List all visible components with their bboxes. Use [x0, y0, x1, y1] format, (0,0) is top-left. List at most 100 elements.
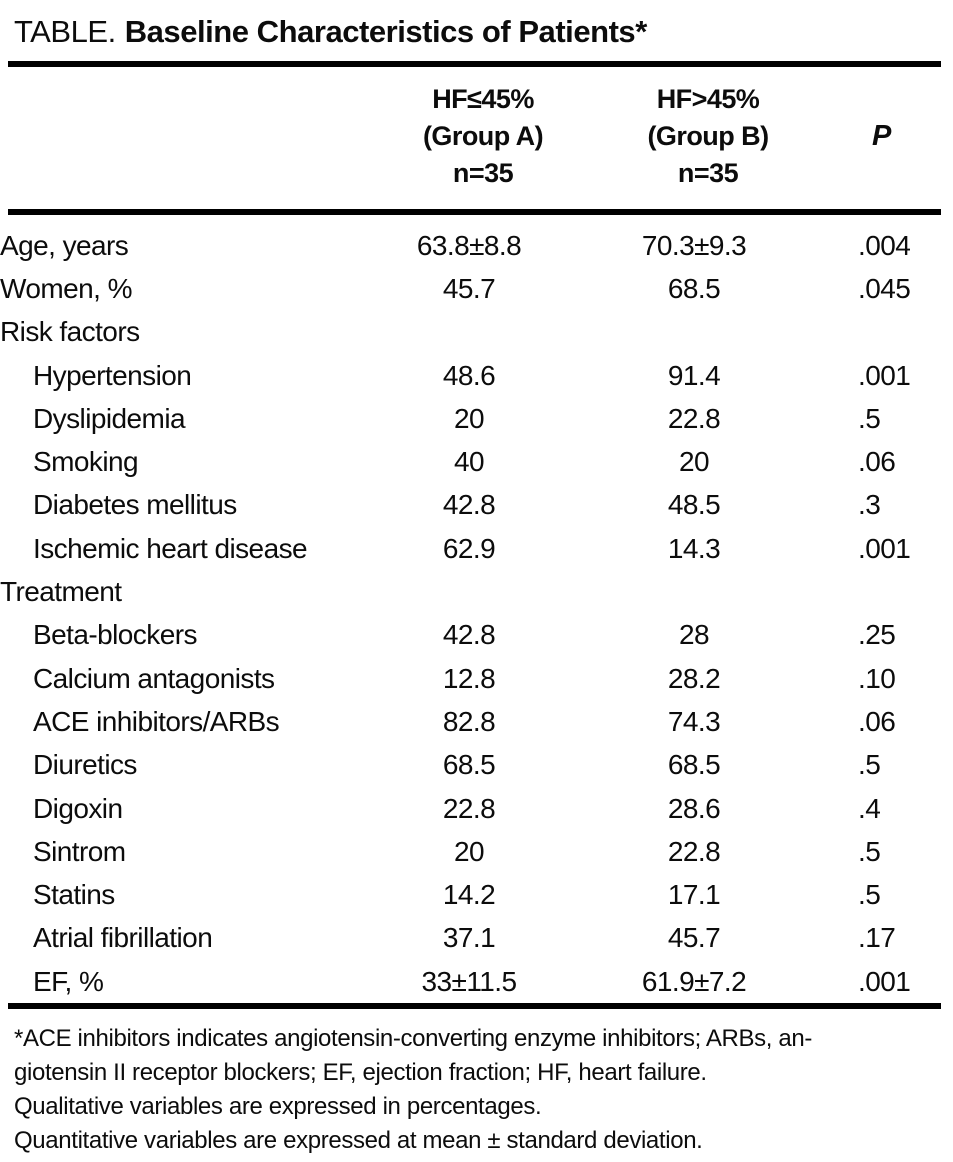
rule-bottom [8, 1003, 941, 1010]
cell-group-b: 22.8 [667, 402, 721, 434]
row-label: ACE inhibitors/ARBs [33, 705, 280, 737]
table-header: HF≤45% (Group A) n=35 HF>45% (Group B) n… [0, 81, 953, 192]
cell-p-value: .004 [858, 229, 911, 261]
row-label: Atrial fibrillation [33, 922, 213, 954]
cell-group-b: 14.3 [667, 532, 721, 564]
group-a-n: n=35 [452, 158, 514, 188]
table-row: Calcium antagonists 12.8 28.2 .10 [0, 657, 953, 700]
row-label: Digoxin [33, 792, 123, 824]
footnote-line: Qualitative variables are expressed in p… [14, 1093, 542, 1121]
cell-group-a: 20 [453, 835, 485, 867]
cell-p-value: .045 [858, 272, 911, 304]
cell-group-b: 74.3 [667, 705, 721, 737]
cell-group-a: 37.1 [442, 922, 496, 954]
table-row: Dyslipidemia 20 22.8 .5 [0, 397, 953, 440]
cell-group-a: 22.8 [442, 792, 496, 824]
table-row: Smoking 40 20 .06 [0, 440, 953, 483]
cell-group-b: 68.5 [667, 272, 721, 304]
cell-p-value: .001 [858, 359, 911, 391]
row-label: Treatment [0, 576, 122, 608]
group-a-title: HF≤45% [432, 84, 534, 114]
cell-p-value: .06 [858, 705, 896, 737]
cell-group-b: 91.4 [667, 359, 721, 391]
row-label: Diuretics [33, 749, 137, 781]
table-row: Atrial fibrillation 37.1 45.7 .17 [0, 917, 953, 960]
table-row: Hypertension 48.6 91.4 .001 [0, 354, 953, 397]
cell-group-a: 33±11.5 [421, 965, 517, 997]
rule-top [8, 61, 941, 67]
group-b-n: n=35 [677, 158, 739, 188]
cell-group-a: 68.5 [442, 749, 496, 781]
footnote-line: *ACE inhibitors indicates angiotensin-co… [14, 1025, 813, 1053]
row-label: Age, years [0, 229, 129, 261]
header-p-value: P [872, 120, 891, 152]
cell-p-value: .001 [858, 965, 911, 997]
cell-p-value: .5 [858, 749, 881, 781]
row-label: EF, % [33, 965, 104, 997]
table-row: ACE inhibitors/ARBs 82.8 74.3 .06 [0, 700, 953, 743]
group-a-name: (Group A) [422, 121, 544, 151]
cell-group-a: 12.8 [442, 662, 496, 694]
cell-p-value: .5 [858, 879, 881, 911]
cell-group-b: 70.3±9.3 [641, 229, 747, 261]
row-label: Ischemic heart disease [33, 532, 308, 564]
cell-p-value: .06 [858, 446, 896, 478]
footnote-line: Quantitative variables are expressed at … [14, 1127, 703, 1155]
title-main: Baseline Characteristics of Patients* [124, 14, 648, 49]
table-row: Digoxin 22.8 28.6 .4 [0, 787, 953, 830]
cell-p-value: .5 [858, 835, 881, 867]
row-label: Hypertension [33, 359, 192, 391]
cell-group-a: 14.2 [442, 879, 496, 911]
row-label: Diabetes mellitus [33, 489, 237, 521]
row-label: Smoking [33, 446, 139, 478]
cell-group-a: 20 [453, 402, 485, 434]
cell-p-value: .4 [858, 792, 881, 824]
group-b-title: HF>45% [656, 84, 760, 114]
cell-group-a: 62.9 [442, 532, 496, 564]
footnotes: *ACE inhibitors indicates angiotensin-co… [0, 1022, 953, 1158]
table-title: TABLE. Baseline Characteristics of Patien… [0, 0, 953, 52]
cell-group-b: 48.5 [667, 489, 721, 521]
rule-header-divider [8, 209, 941, 215]
row-label: Statins [33, 879, 115, 911]
cell-p-value: .17 [858, 922, 896, 954]
cell-group-b: 20 [678, 446, 710, 478]
row-label: Calcium antagonists [33, 662, 275, 694]
cell-group-b: 45.7 [667, 922, 721, 954]
section-row: Risk factors [0, 311, 953, 354]
table-row: Diabetes mellitus 42.8 48.5 .3 [0, 484, 953, 527]
cell-group-a: 48.6 [442, 359, 496, 391]
table-row: Women, % 45.7 68.5 .045 [0, 267, 953, 310]
table-row: Ischemic heart disease 62.9 14.3 .001 [0, 527, 953, 570]
row-label: Dyslipidemia [33, 402, 186, 434]
header-spacer [14, 81, 378, 192]
table-body: Age, years 63.8±8.8 70.3±9.3 .004 Women, % 45… [0, 224, 953, 1003]
cell-group-a: 40 [453, 446, 485, 478]
cell-p-value: .3 [858, 489, 881, 521]
cell-p-value: .001 [858, 532, 911, 564]
cell-group-b: 17.1 [667, 879, 721, 911]
header-group-a: HF≤45% (Group A) n=35 [378, 81, 588, 192]
cell-group-a: 63.8±8.8 [416, 229, 522, 261]
table-row: EF, % 33±11.5 61.9±7.2 .001 [0, 960, 953, 1003]
cell-group-a: 45.7 [442, 272, 496, 304]
cell-group-b: 22.8 [667, 835, 721, 867]
row-label: Sintrom [33, 835, 126, 867]
group-b-name: (Group B) [647, 121, 769, 151]
header-group-b: HF>45% (Group B) n=35 [588, 81, 828, 192]
cell-group-b: 28 [678, 619, 710, 651]
table-row: Diuretics 68.5 68.5 .5 [0, 744, 953, 787]
row-label: Risk factors [0, 316, 140, 348]
title-prefix: TABLE. [14, 14, 116, 49]
cell-group-a: 42.8 [442, 489, 496, 521]
cell-group-b: 68.5 [667, 749, 721, 781]
cell-group-b: 28.6 [667, 792, 721, 824]
cell-p-value: .5 [858, 402, 881, 434]
cell-p-value: .25 [858, 619, 896, 651]
cell-group-a: 42.8 [442, 619, 496, 651]
table-row: Beta-blockers 42.8 28 .25 [0, 614, 953, 657]
table-row: Age, years 63.8±8.8 70.3±9.3 .004 [0, 224, 953, 267]
row-label: Beta-blockers [33, 619, 197, 651]
footnote-line: giotensin II receptor blockers; EF, ejec… [14, 1059, 707, 1087]
